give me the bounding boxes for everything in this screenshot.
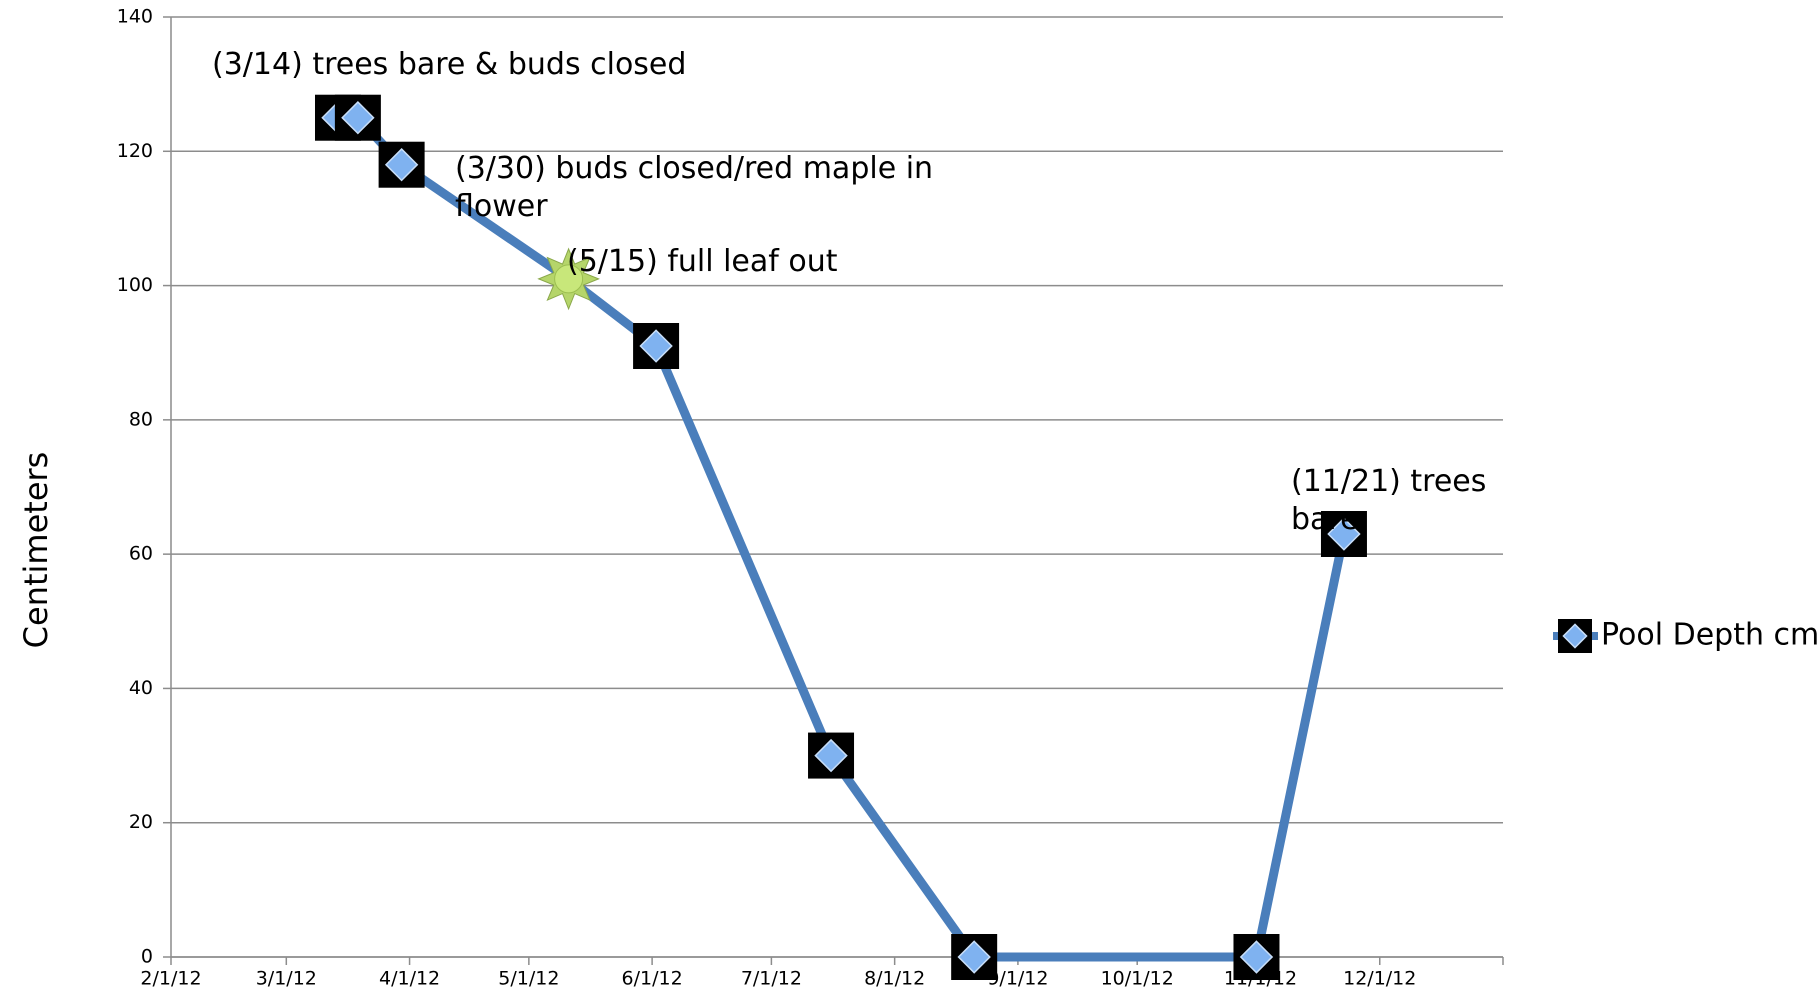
data-point	[537, 247, 600, 311]
legend-label: Pool Depth cm	[1601, 618, 1817, 653]
data-point	[808, 732, 855, 779]
data-point	[633, 323, 680, 369]
marker-diamond	[957, 940, 991, 974]
marker-diamond	[1562, 623, 1588, 649]
x-tick-label: 8/1/12	[864, 968, 925, 990]
y-tick-label: 100	[117, 274, 153, 296]
x-tick-label: 10/1/12	[1101, 968, 1174, 990]
data-point	[378, 141, 425, 188]
data-point	[951, 934, 998, 980]
marker-diamond	[814, 738, 848, 773]
data-point	[334, 94, 381, 141]
marker-diamond	[384, 148, 419, 182]
x-tick-label: 12/1/12	[1343, 968, 1416, 990]
x-tick-label: 4/1/12	[379, 968, 440, 990]
x-tick-label: 9/1/12	[987, 968, 1048, 990]
marker-diamond	[1239, 940, 1274, 974]
y-tick-label: 0	[141, 946, 153, 968]
annotation: (11/21) trees bare	[1291, 464, 1487, 537]
marker-sun-core	[554, 264, 584, 294]
x-tick-label: 6/1/12	[622, 968, 683, 990]
y-axis-title: Centimeters	[17, 452, 55, 649]
y-tick-label: 80	[129, 408, 153, 430]
x-tick-label: 7/1/12	[741, 968, 802, 990]
legend-marker	[1558, 619, 1592, 653]
annotation: (5/15) full leaf out	[567, 244, 838, 279]
data-point	[1233, 934, 1280, 980]
y-tick-label: 40	[129, 677, 153, 699]
x-tick-label: 5/1/12	[498, 968, 559, 990]
marker-diamond	[1327, 517, 1361, 551]
annotation: (3/30) buds closed/red maple in flower	[455, 151, 934, 224]
marker-diamond	[639, 329, 673, 363]
marker-diamond	[341, 101, 375, 135]
y-tick-label: 120	[117, 140, 153, 162]
y-tick-label: 20	[129, 811, 153, 833]
x-tick-label: 2/1/12	[140, 968, 201, 990]
data-point	[1320, 511, 1367, 557]
y-tick-label: 140	[117, 6, 153, 28]
y-tick-label: 60	[129, 543, 153, 565]
annotation: (3/14) trees bare & buds closed	[212, 47, 687, 82]
x-tick-label: 3/1/12	[256, 968, 317, 990]
